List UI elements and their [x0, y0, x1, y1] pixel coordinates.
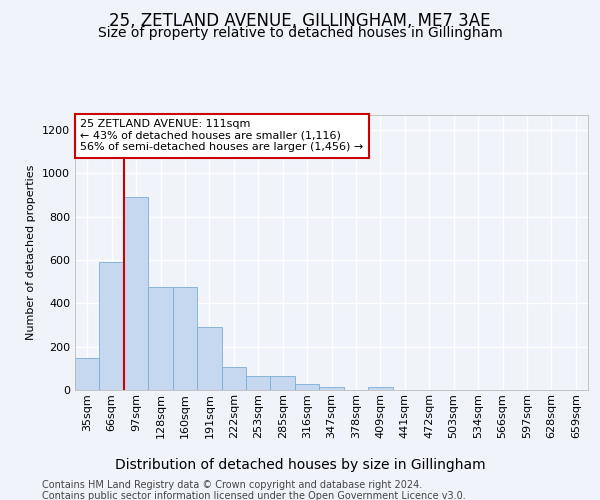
Bar: [75, 358, 100, 390]
Text: 25 ZETLAND AVENUE: 111sqm
← 43% of detached houses are smaller (1,116)
56% of se: 25 ZETLAND AVENUE: 111sqm ← 43% of detac…: [80, 119, 364, 152]
Bar: [271, 376, 295, 390]
Bar: [173, 287, 197, 390]
Bar: [368, 387, 392, 390]
Bar: [221, 368, 246, 390]
Bar: [319, 387, 344, 390]
Text: 25, ZETLAND AVENUE, GILLINGHAM, ME7 3AE: 25, ZETLAND AVENUE, GILLINGHAM, ME7 3AE: [109, 12, 491, 30]
Bar: [124, 198, 148, 390]
Bar: [148, 287, 173, 390]
Text: Contains HM Land Registry data © Crown copyright and database right 2024.: Contains HM Land Registry data © Crown c…: [42, 480, 422, 490]
Bar: [295, 384, 319, 390]
Text: Contains public sector information licensed under the Open Government Licence v3: Contains public sector information licen…: [42, 491, 466, 500]
Bar: [100, 262, 124, 390]
Bar: [246, 376, 271, 390]
Text: Distribution of detached houses by size in Gillingham: Distribution of detached houses by size …: [115, 458, 485, 471]
Text: Size of property relative to detached houses in Gillingham: Size of property relative to detached ho…: [98, 26, 502, 40]
Y-axis label: Number of detached properties: Number of detached properties: [26, 165, 37, 340]
Bar: [197, 327, 221, 390]
